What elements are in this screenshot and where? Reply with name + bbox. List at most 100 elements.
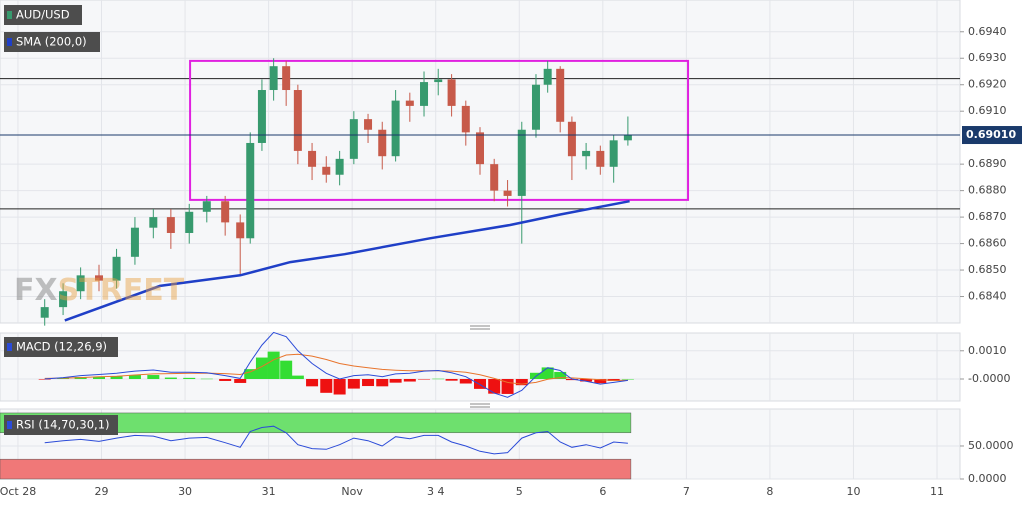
y-tick-label: 50.0000 xyxy=(968,439,1014,452)
macd-histogram-bar xyxy=(291,375,304,379)
oversold-band xyxy=(0,458,632,480)
macd-histogram-bar xyxy=(267,351,280,379)
candle-body xyxy=(322,166,331,175)
candle-body xyxy=(257,90,266,143)
candle-body xyxy=(130,227,139,257)
candle-body xyxy=(76,275,85,292)
candle-body xyxy=(556,68,565,122)
legend-swatch xyxy=(7,343,12,351)
legend-swatch xyxy=(7,421,12,429)
x-tick-label: 29 xyxy=(95,485,109,498)
candle-body xyxy=(335,158,344,175)
macd-histogram-bar xyxy=(200,378,213,380)
candle-body xyxy=(582,150,591,157)
macd-histogram-bar xyxy=(183,377,196,379)
watermark: FXSTREET xyxy=(14,273,185,308)
x-tick-label: Oct 28 xyxy=(0,485,36,498)
candle-body xyxy=(378,129,387,157)
x-tick-label: 30 xyxy=(178,485,192,498)
macd-histogram-bar xyxy=(432,378,445,380)
candle-body xyxy=(59,291,68,308)
label-box xyxy=(4,337,118,357)
macd-histogram-bar xyxy=(320,378,333,393)
macd-histogram-bar xyxy=(580,378,593,382)
x-tick-label: 3 4 xyxy=(427,485,445,498)
macd-histogram-bar xyxy=(594,378,607,384)
watermark-part: FX xyxy=(14,273,58,308)
label-box xyxy=(4,32,100,52)
macd-histogram-bar xyxy=(219,378,232,381)
candle-body xyxy=(149,217,158,228)
candle-body xyxy=(405,100,414,106)
candle-body xyxy=(293,90,302,151)
candle-body xyxy=(221,201,230,223)
macd-histogram-bar xyxy=(389,378,402,383)
macd-histogram-bar xyxy=(554,371,567,379)
panel-handle[interactable] xyxy=(470,325,490,330)
macd-histogram-bar xyxy=(255,357,268,379)
macd-histogram-bar xyxy=(147,375,160,379)
symbol-label: AUD/USD xyxy=(16,8,70,22)
macd-histogram-bar xyxy=(515,378,528,386)
candle-body xyxy=(202,201,211,212)
y-tick-label: 0.6840 xyxy=(968,290,1007,303)
x-tick-label: 11 xyxy=(930,485,944,498)
macd-histogram-bar xyxy=(621,378,634,380)
range-box xyxy=(189,59,690,201)
candle-body xyxy=(531,84,540,130)
y-tick-label: 0.0000 xyxy=(968,472,1007,485)
candle-body xyxy=(503,190,512,196)
x-tick-label: 5 xyxy=(516,485,523,498)
candle-body xyxy=(364,119,373,130)
legend-entry: SMA (200,0) xyxy=(16,35,87,49)
y-tick-label: 0.6890 xyxy=(968,157,1007,170)
candle-body xyxy=(609,140,618,167)
macd-histogram-bar xyxy=(459,378,472,384)
macd-histogram-bar xyxy=(445,378,458,381)
candle-body xyxy=(517,129,526,196)
signal-line xyxy=(44,353,628,385)
candle-body xyxy=(308,150,317,167)
y-tick-label: 0.6850 xyxy=(968,263,1007,276)
macd-histogram-bar xyxy=(418,378,431,380)
macd-histogram-bar xyxy=(306,378,319,387)
y-tick-label: 0.6920 xyxy=(968,78,1007,91)
candle-body xyxy=(95,275,104,281)
x-tick-label: 10 xyxy=(846,485,860,498)
macd-histogram-bar xyxy=(474,378,486,389)
macd-histogram-bar xyxy=(128,375,141,379)
legend-swatch xyxy=(7,11,12,19)
candle-body xyxy=(236,222,245,239)
macd-histogram-bar xyxy=(38,378,51,380)
label-boxes: AUD/USD SMA (200,0) MACD (12,26,9) RSI (… xyxy=(4,5,118,435)
macd-histogram-bar xyxy=(488,378,501,394)
macd-line xyxy=(44,331,628,398)
sma-line xyxy=(64,199,630,322)
candle-body xyxy=(420,82,429,106)
macd-histogram-bar xyxy=(403,378,416,382)
macd-histogram-bar xyxy=(164,377,177,379)
candle-body xyxy=(185,211,194,233)
candle-body xyxy=(434,79,443,83)
x-tick-label: Nov xyxy=(341,485,363,498)
macd-histogram-bar xyxy=(93,376,106,379)
candle-body xyxy=(623,135,632,141)
candle-body xyxy=(112,256,121,281)
y-tick-label: 0.6860 xyxy=(968,237,1007,250)
macd-histogram-bar xyxy=(541,367,554,379)
watermark-part: STREET xyxy=(58,273,185,308)
candle-body xyxy=(461,105,470,133)
y-tick-label: 0.6870 xyxy=(968,210,1007,223)
macd-histogram-bar xyxy=(347,378,360,389)
candle-body xyxy=(166,217,175,233)
macd-histogram-bar xyxy=(376,378,389,387)
macd-histogram-bar xyxy=(565,378,578,381)
x-tick-label: 31 xyxy=(262,485,276,498)
y-tick-label: 0.6910 xyxy=(968,104,1007,117)
y-tick-label: -0.0000 xyxy=(968,372,1010,385)
macd-histogram-bar xyxy=(333,378,346,395)
candle-body xyxy=(391,100,400,157)
panel-handle[interactable] xyxy=(470,403,490,408)
candle-body xyxy=(282,66,291,91)
